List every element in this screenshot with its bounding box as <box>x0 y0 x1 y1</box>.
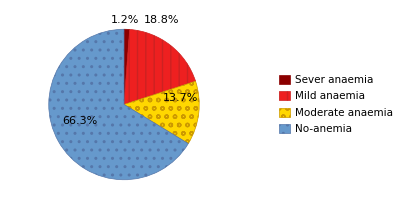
Legend: Sever anaemia, Mild anaemia, Moderate anaemia, No-anemia: Sever anaemia, Mild anaemia, Moderate an… <box>277 73 395 136</box>
Text: 1.2%: 1.2% <box>111 15 140 25</box>
Text: 66.3%: 66.3% <box>63 116 98 126</box>
Wedge shape <box>124 29 130 104</box>
Wedge shape <box>124 29 196 104</box>
Wedge shape <box>124 81 199 144</box>
Text: 13.7%: 13.7% <box>163 93 198 103</box>
Wedge shape <box>49 29 188 180</box>
Text: 18.8%: 18.8% <box>144 15 179 25</box>
